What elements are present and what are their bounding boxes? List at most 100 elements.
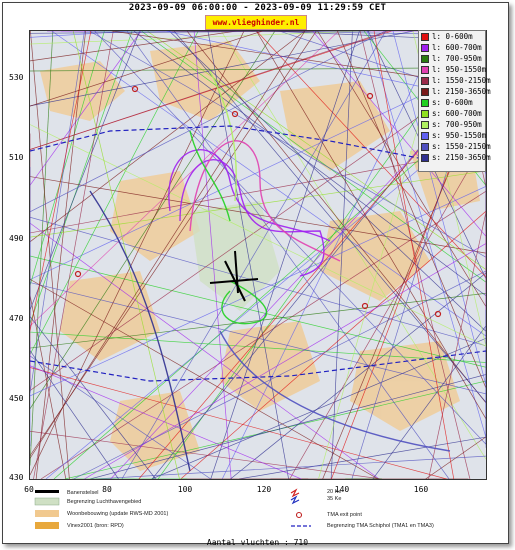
kw20-label: 20 Ke (327, 489, 342, 495)
flight-track (30, 278, 379, 479)
legend-label: l: 2150-3650m (432, 87, 491, 96)
flight-track (221, 280, 268, 325)
tma-exit-point (231, 110, 239, 118)
y-tick: 510 (9, 153, 24, 162)
flight-track (94, 31, 486, 445)
legend-swatch (421, 154, 429, 162)
flight-track (30, 186, 486, 397)
flight-track (289, 139, 486, 479)
flight-track (189, 130, 231, 222)
legend-item: s: 600-700m (421, 109, 482, 119)
flight-track-map (29, 30, 487, 480)
flight-track (30, 282, 486, 395)
flight-track (89, 31, 486, 258)
flight-track (30, 170, 486, 238)
housing-label: Woonbebouwing (update RWS-MD 2001) (67, 511, 169, 517)
flight-track (219, 330, 451, 452)
flight-track (207, 31, 289, 479)
flight-track (256, 31, 486, 420)
tma-exit-point (361, 302, 369, 310)
flight-track (73, 270, 486, 479)
flight-track (30, 31, 142, 186)
legend-swatch (421, 88, 429, 96)
flight-track (30, 294, 67, 479)
flight-track (30, 31, 133, 324)
flight-track (51, 31, 486, 337)
flight-track (392, 31, 486, 386)
flight-track (89, 190, 191, 472)
flight-track (30, 350, 119, 479)
runway-label: Banenstelsel (67, 490, 99, 496)
kw20-symbol (290, 488, 300, 498)
flight-track (33, 31, 114, 479)
legend-swatch (421, 110, 429, 118)
tma-exit-symbol (295, 511, 303, 519)
legend-label: s: 1550-2150m (432, 142, 491, 151)
legend-swatch (421, 66, 429, 74)
legend-label: l: 700-950m (432, 54, 482, 63)
legend-label: s: 600-700m (432, 109, 482, 118)
flight-track (238, 436, 486, 479)
y-tick: 470 (9, 314, 24, 323)
flight-track (230, 272, 486, 479)
flight-track (30, 216, 486, 347)
flight-track (30, 31, 134, 38)
flight-track (30, 31, 237, 62)
time-range-title: 2023-09-09 06:00:00 - 2023-09-09 11:29:5… (128, 3, 387, 13)
flight-track (30, 31, 245, 476)
flight-track (30, 31, 54, 466)
legend-item: s: 1550-2150m (421, 142, 491, 152)
flight-track (330, 31, 353, 479)
flight-track (30, 292, 486, 349)
tma-exit-points (74, 85, 442, 318)
legend-swatch (421, 44, 429, 52)
flight-track (168, 31, 486, 332)
flight-track (30, 31, 339, 327)
flight-count: Aantal vluchten : 710 (206, 538, 309, 547)
kw35-label: 35 Ke (327, 496, 342, 502)
legend-item: l: 0-600m (421, 32, 473, 42)
site-badge[interactable]: www.vlieghinder.nl (205, 15, 307, 30)
y-tick: 450 (9, 394, 24, 403)
flight-track (30, 367, 447, 479)
flight-track (428, 211, 486, 479)
flight-track (126, 31, 450, 479)
flight-track (372, 325, 486, 479)
legend-item: s: 950-1550m (421, 131, 486, 141)
flight-track (30, 31, 306, 243)
flight-track (146, 31, 486, 270)
flight-track (30, 31, 276, 409)
flight-track (373, 31, 455, 479)
flight-track (95, 455, 486, 479)
legend-item: s: 700-950m (421, 120, 482, 130)
tma-exit-point (434, 310, 442, 318)
flight-track (30, 148, 486, 234)
legend-swatch (421, 77, 429, 85)
legend-item: l: 600-700m (421, 43, 482, 53)
housing-symbol (35, 510, 59, 517)
flight-track (35, 31, 86, 479)
flight-track (367, 31, 486, 438)
x-tick: 60 (24, 485, 34, 494)
vinex-symbol (35, 522, 59, 529)
legend-swatch (421, 55, 429, 63)
x-tick: 160 (413, 485, 429, 494)
flight-track (30, 331, 486, 363)
legend-label: l: 0-600m (432, 32, 473, 41)
legend-swatch (421, 121, 429, 129)
x-tick: 140 (334, 485, 350, 494)
flight-track (193, 31, 232, 479)
flight-track (30, 222, 380, 479)
altitude-legend: l: 0-600m l: 600-700m l: 700-950m l: 950… (418, 30, 491, 172)
y-tick: 530 (9, 73, 24, 82)
flight-track (30, 31, 317, 456)
y-tick: 430 (9, 473, 24, 482)
flight-track (180, 210, 486, 479)
legend-item: s: 2150-3650m (421, 153, 491, 163)
tma-exit-label: TMA exit point (327, 512, 362, 518)
vinex-label: Vinex2001 (bron: RPD) (67, 523, 124, 529)
flight-track (168, 149, 331, 242)
runway-symbol (35, 490, 59, 493)
flight-track (90, 374, 486, 479)
flight-track (40, 190, 486, 479)
